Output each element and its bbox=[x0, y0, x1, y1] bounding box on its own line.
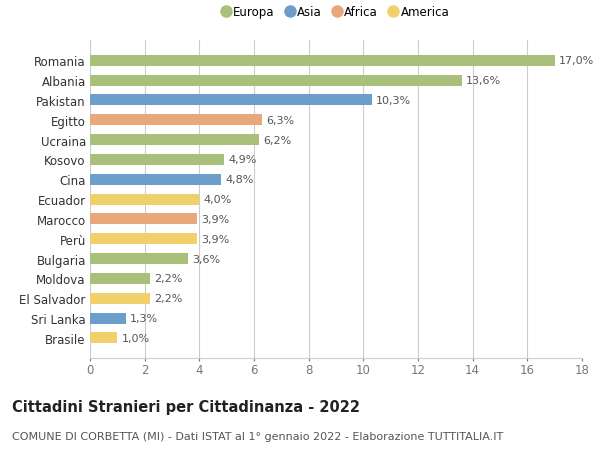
Text: 3,9%: 3,9% bbox=[200, 234, 229, 244]
Text: 1,0%: 1,0% bbox=[121, 333, 149, 343]
Text: 2,2%: 2,2% bbox=[154, 274, 182, 284]
Bar bbox=[90, 214, 197, 225]
Bar bbox=[90, 333, 118, 344]
Legend: Europa, Asia, Africa, America: Europa, Asia, Africa, America bbox=[223, 6, 449, 19]
Bar bbox=[90, 75, 462, 86]
Text: 17,0%: 17,0% bbox=[559, 56, 594, 66]
Bar bbox=[90, 56, 554, 67]
Text: 13,6%: 13,6% bbox=[466, 76, 501, 86]
Text: 6,3%: 6,3% bbox=[266, 116, 295, 125]
Bar bbox=[90, 95, 371, 106]
Text: 3,6%: 3,6% bbox=[193, 254, 221, 264]
Text: Cittadini Stranieri per Cittadinanza - 2022: Cittadini Stranieri per Cittadinanza - 2… bbox=[12, 399, 360, 414]
Bar bbox=[90, 155, 224, 166]
Text: 4,9%: 4,9% bbox=[228, 155, 256, 165]
Text: 4,8%: 4,8% bbox=[226, 175, 254, 185]
Bar bbox=[90, 293, 150, 304]
Bar bbox=[90, 115, 262, 126]
Bar bbox=[90, 313, 125, 324]
Bar bbox=[90, 274, 150, 284]
Text: COMUNE DI CORBETTA (MI) - Dati ISTAT al 1° gennaio 2022 - Elaborazione TUTTITALI: COMUNE DI CORBETTA (MI) - Dati ISTAT al … bbox=[12, 431, 503, 442]
Text: 10,3%: 10,3% bbox=[376, 96, 411, 106]
Text: 2,2%: 2,2% bbox=[154, 294, 182, 303]
Text: 4,0%: 4,0% bbox=[203, 195, 232, 205]
Bar bbox=[90, 194, 199, 205]
Bar bbox=[90, 135, 259, 146]
Text: 6,2%: 6,2% bbox=[263, 135, 292, 146]
Text: 1,3%: 1,3% bbox=[130, 313, 158, 324]
Text: 3,9%: 3,9% bbox=[200, 214, 229, 224]
Bar bbox=[90, 253, 188, 264]
Bar bbox=[90, 234, 197, 245]
Bar bbox=[90, 174, 221, 185]
